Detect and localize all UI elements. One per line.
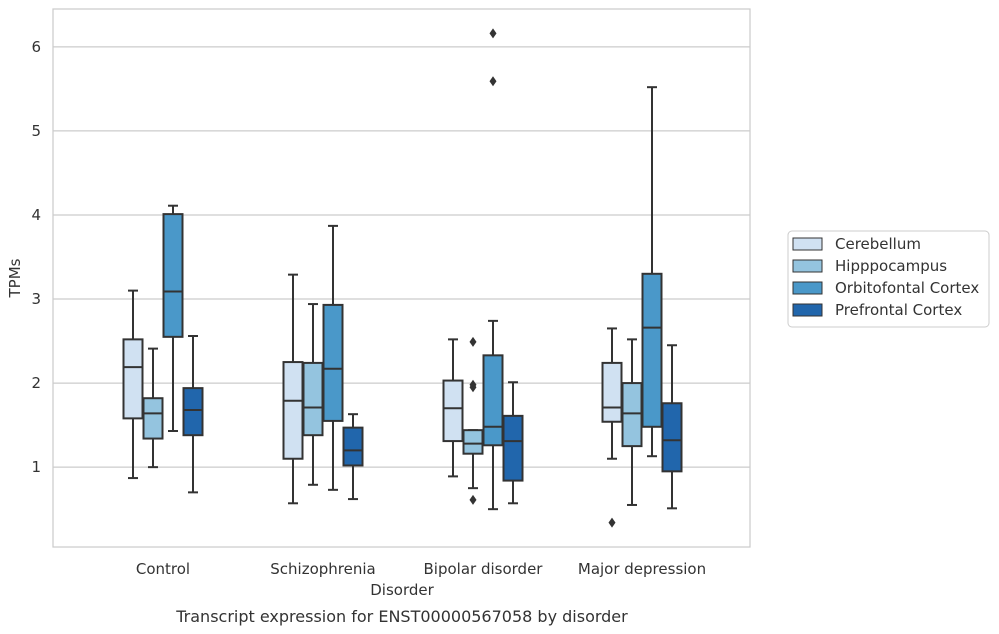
legend-label: Cerebellum	[835, 235, 921, 253]
box-iqr	[502, 414, 524, 482]
box-groups	[122, 28, 683, 528]
box	[641, 86, 663, 458]
y-tick-label: 1	[31, 458, 41, 476]
y-tick-label: 5	[31, 122, 41, 140]
box-iqr	[641, 272, 663, 428]
outlier-marker	[489, 76, 497, 87]
legend-label: Prefrontal Cortex	[835, 301, 962, 319]
box-iqr	[621, 382, 643, 448]
outlier-marker	[469, 382, 477, 393]
box	[182, 335, 204, 494]
box-iqr	[282, 361, 304, 460]
legend-label: Orbitofontal Cortex	[835, 279, 979, 297]
legend-swatch	[792, 281, 823, 295]
box-iqr	[462, 429, 484, 455]
x-axis-label: Disorder	[370, 581, 434, 599]
y-tick-label: 4	[31, 206, 41, 224]
x-tick-labels: Control Schizophrenia Bipolar disorder Majo…	[136, 560, 706, 578]
box	[442, 338, 464, 478]
box-iqr	[322, 303, 344, 422]
legend-frame	[787, 230, 990, 328]
x-tick-label: Control	[136, 560, 190, 578]
legend: Cerebellum Hipppocampus Orbitofontal Corte…	[787, 230, 990, 328]
outlier-marker	[469, 336, 477, 347]
box-iqr	[182, 387, 204, 437]
legend-swatch	[792, 259, 823, 273]
outlier-marker	[469, 494, 477, 505]
legend-swatch	[792, 237, 823, 251]
box	[342, 413, 364, 501]
box-iqr	[342, 426, 364, 467]
box	[621, 338, 643, 506]
chart-caption: Transcript expression for ENST0000056705…	[175, 607, 628, 626]
box	[482, 28, 504, 511]
y-tick-label: 2	[31, 374, 41, 392]
box	[322, 224, 344, 491]
box-iqr	[122, 338, 144, 420]
x-tick-label: Schizophrenia	[270, 560, 375, 578]
plot-frame	[52, 8, 751, 548]
y-tick-label: 6	[31, 38, 41, 56]
legend-label: Hipppocampus	[835, 257, 947, 275]
box	[502, 381, 524, 505]
box-iqr	[142, 397, 164, 440]
box-iqr	[661, 402, 683, 473]
x-tick-label: Bipolar disorder	[424, 560, 544, 578]
y-axis-label: TPMs	[6, 258, 24, 298]
box-iqr	[482, 354, 504, 447]
box-iqr	[302, 361, 324, 437]
box-iqr	[601, 361, 623, 423]
x-tick-label: Major depression	[578, 560, 706, 578]
legend-swatch	[792, 303, 823, 317]
box	[122, 289, 144, 480]
box	[462, 336, 484, 505]
y-tick-labels: 1 2 3 4 5 6	[31, 38, 41, 476]
box	[162, 204, 184, 432]
box	[142, 347, 164, 469]
box-iqr	[442, 379, 464, 443]
box	[661, 344, 683, 510]
outlier-marker	[608, 517, 616, 528]
outlier-marker	[489, 28, 497, 39]
box-iqr	[162, 213, 184, 338]
y-tick-label: 3	[31, 290, 41, 308]
